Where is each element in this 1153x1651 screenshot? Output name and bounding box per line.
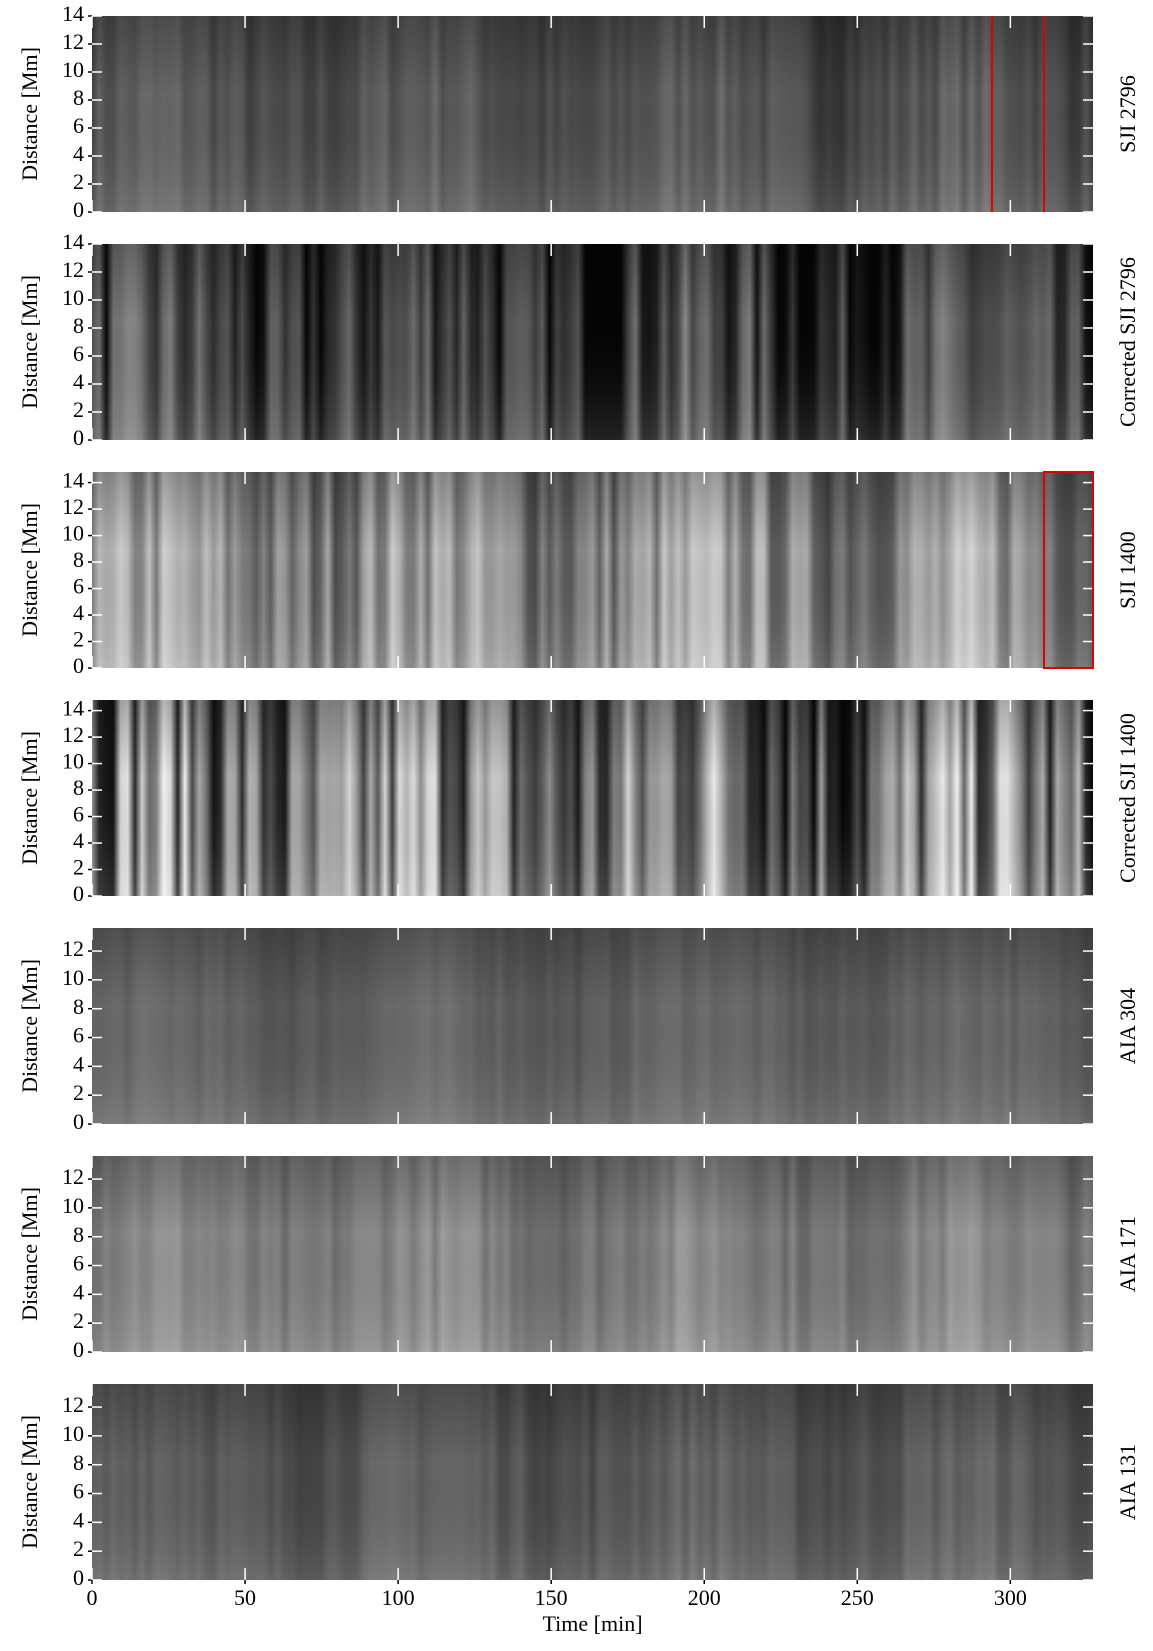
y-tick-label: 2: [73, 855, 84, 880]
panel-label: Corrected SJI 2796: [1115, 257, 1140, 427]
panel-label: AIA 171: [1115, 1216, 1140, 1292]
y-tick-label: 14: [62, 468, 84, 493]
y-tick-label: 14: [62, 696, 84, 721]
y-tick-label: 10: [62, 285, 84, 310]
y-tick-label: 4: [73, 828, 84, 853]
y-tick-label: 8: [73, 313, 84, 338]
y-axis-label: Distance [Mm]: [17, 503, 42, 637]
y-axis-label: Distance [Mm]: [17, 1187, 42, 1321]
y-axis-label: Distance [Mm]: [17, 47, 42, 181]
y-tick-label: 2: [73, 1536, 84, 1561]
y-tick-label: 2: [73, 1308, 84, 1333]
y-tick-label: 8: [73, 775, 84, 800]
y-tick-label: 10: [62, 1421, 84, 1446]
y-tick-label: 6: [73, 1251, 84, 1276]
image-shading: [92, 1384, 1093, 1580]
image-shading: [92, 928, 1093, 1124]
x-tick-label: 300: [994, 1585, 1027, 1610]
y-tick-label: 8: [73, 547, 84, 572]
y-axis-label: Distance [Mm]: [17, 731, 42, 865]
y-tick-label: 2: [73, 1080, 84, 1105]
y-tick-label: 12: [62, 494, 84, 519]
y-tick-label: 12: [62, 936, 84, 961]
y-tick-label: 4: [73, 141, 84, 166]
y-tick-label: 0: [73, 881, 84, 906]
y-tick-label: 0: [73, 1337, 84, 1362]
y-tick-label: 12: [62, 1164, 84, 1189]
y-tick-label: 8: [73, 85, 84, 110]
y-tick-label: 12: [62, 29, 84, 54]
y-tick-label: 8: [73, 994, 84, 1019]
x-tick-label: 150: [535, 1585, 568, 1610]
y-tick-label: 4: [73, 1507, 84, 1532]
y-tick-label: 2: [73, 397, 84, 422]
x-tick-label: 0: [87, 1585, 98, 1610]
x-axis-label: Time [min]: [542, 1611, 642, 1636]
y-tick-label: 6: [73, 1023, 84, 1048]
y-tick-label: 4: [73, 1279, 84, 1304]
panel-label: AIA 131: [1115, 1444, 1140, 1520]
x-tick-label: 200: [688, 1585, 721, 1610]
y-tick-label: 14: [62, 1, 84, 26]
y-tick-label: 0: [73, 653, 84, 678]
y-tick-label: 10: [62, 965, 84, 990]
y-tick-label: 4: [73, 369, 84, 394]
y-tick-label: 6: [73, 574, 84, 599]
image-shading: [92, 16, 1093, 212]
y-tick-label: 6: [73, 1479, 84, 1504]
x-tick-label: 250: [841, 1585, 874, 1610]
x-tick-label: 100: [382, 1585, 415, 1610]
y-tick-label: 0: [73, 1565, 84, 1590]
y-tick-label: 14: [62, 229, 84, 254]
panel-label: AIA 304: [1115, 988, 1140, 1064]
y-axis-label: Distance [Mm]: [17, 275, 42, 409]
image-shading: [92, 244, 1093, 440]
y-axis-label: Distance [Mm]: [17, 959, 42, 1093]
image-shading: [92, 700, 1093, 896]
y-tick-label: 0: [73, 425, 84, 450]
y-tick-label: 2: [73, 169, 84, 194]
y-tick-label: 4: [73, 1051, 84, 1076]
image-shading: [92, 1156, 1093, 1352]
y-tick-label: 0: [73, 1109, 84, 1134]
y-tick-label: 10: [62, 1193, 84, 1218]
x-tick-label: 50: [234, 1585, 256, 1610]
y-tick-label: 6: [73, 113, 84, 138]
panel-label: SJI 1400: [1115, 531, 1140, 609]
y-tick-label: 8: [73, 1450, 84, 1475]
y-tick-label: 6: [73, 802, 84, 827]
panel-label: SJI 2796: [1115, 75, 1140, 153]
y-tick-label: 0: [73, 197, 84, 222]
y-tick-label: 10: [62, 57, 84, 82]
y-tick-label: 6: [73, 341, 84, 366]
panel-label: Corrected SJI 1400: [1115, 713, 1140, 883]
y-tick-label: 8: [73, 1222, 84, 1247]
y-axis-label: Distance [Mm]: [17, 1415, 42, 1549]
y-tick-label: 10: [62, 521, 84, 546]
y-tick-label: 4: [73, 600, 84, 625]
y-tick-label: 12: [62, 1392, 84, 1417]
y-tick-label: 12: [62, 257, 84, 282]
y-tick-label: 10: [62, 749, 84, 774]
image-shading: [92, 472, 1093, 668]
highlight-box: [1043, 471, 1094, 669]
y-tick-label: 12: [62, 722, 84, 747]
y-tick-label: 2: [73, 627, 84, 652]
